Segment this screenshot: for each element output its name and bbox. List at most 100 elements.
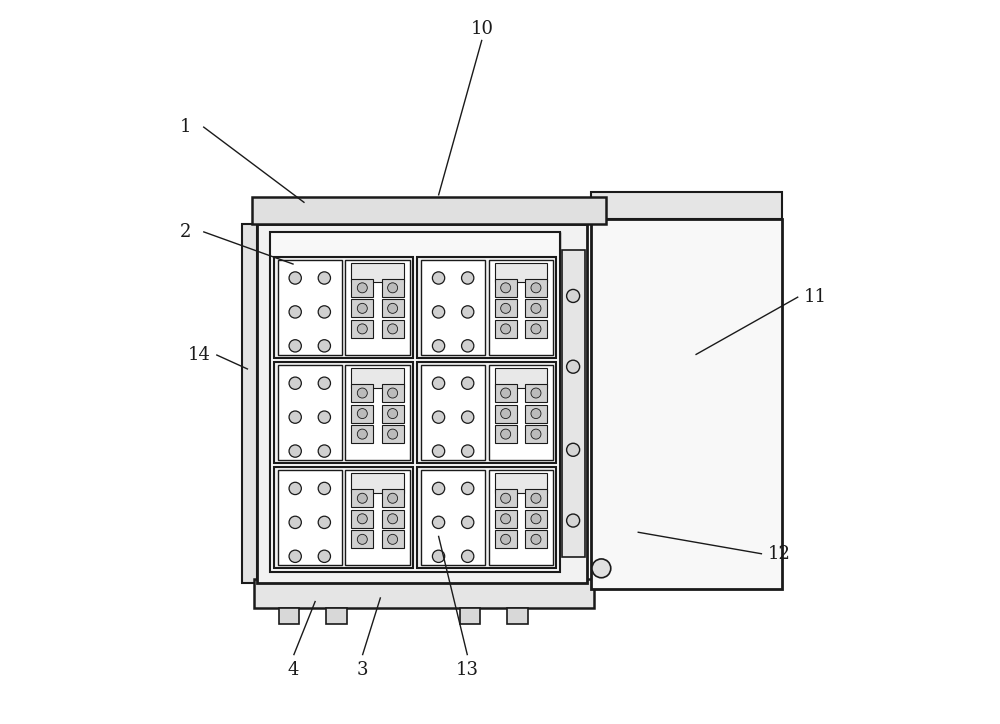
Circle shape — [501, 534, 511, 544]
Circle shape — [357, 408, 367, 418]
Bar — [417, 362, 556, 463]
Circle shape — [501, 324, 511, 334]
Bar — [257, 224, 587, 583]
Bar — [242, 224, 257, 583]
Circle shape — [318, 482, 330, 494]
Bar — [495, 531, 517, 548]
Circle shape — [531, 388, 541, 398]
Bar — [590, 219, 782, 589]
Circle shape — [531, 534, 541, 544]
Circle shape — [289, 377, 301, 390]
Bar — [495, 384, 517, 402]
Bar — [274, 257, 413, 358]
Bar — [525, 405, 547, 423]
Circle shape — [567, 290, 580, 303]
Bar — [525, 489, 547, 508]
Bar — [421, 260, 485, 355]
Bar — [562, 250, 585, 557]
Text: 13: 13 — [456, 661, 479, 678]
Circle shape — [531, 493, 541, 503]
Circle shape — [432, 516, 445, 529]
Bar — [525, 425, 547, 443]
Circle shape — [289, 482, 301, 494]
Bar — [274, 362, 413, 463]
Circle shape — [357, 303, 367, 313]
Circle shape — [432, 377, 445, 390]
Bar — [345, 471, 410, 565]
Circle shape — [462, 377, 474, 390]
Circle shape — [388, 388, 398, 398]
Bar — [278, 365, 342, 460]
Circle shape — [357, 493, 367, 503]
Bar — [351, 279, 373, 297]
Circle shape — [462, 445, 474, 458]
Bar — [507, 608, 528, 624]
Bar — [252, 197, 606, 224]
Circle shape — [432, 482, 445, 494]
Circle shape — [318, 550, 330, 563]
Bar — [382, 489, 404, 508]
Bar — [460, 608, 480, 624]
Bar — [525, 510, 547, 528]
Circle shape — [289, 411, 301, 424]
Circle shape — [432, 272, 445, 284]
Circle shape — [531, 514, 541, 523]
Circle shape — [357, 283, 367, 292]
Bar — [495, 489, 517, 508]
Circle shape — [357, 429, 367, 439]
Circle shape — [289, 516, 301, 529]
Circle shape — [501, 429, 511, 439]
Text: 3: 3 — [357, 661, 368, 678]
Bar — [382, 320, 404, 338]
Bar — [351, 510, 373, 528]
Circle shape — [462, 550, 474, 563]
Bar — [351, 531, 373, 548]
Bar — [345, 260, 410, 355]
Circle shape — [357, 388, 367, 398]
Circle shape — [289, 550, 301, 563]
Circle shape — [388, 534, 398, 544]
Circle shape — [501, 514, 511, 523]
Circle shape — [289, 340, 301, 352]
Bar — [345, 365, 410, 460]
Bar — [270, 232, 560, 253]
Circle shape — [462, 272, 474, 284]
Circle shape — [289, 306, 301, 318]
Bar — [351, 425, 373, 443]
Bar — [351, 320, 373, 338]
Circle shape — [318, 340, 330, 352]
Bar — [254, 579, 594, 608]
Bar — [495, 405, 517, 423]
Circle shape — [531, 429, 541, 439]
Circle shape — [567, 360, 580, 374]
Circle shape — [501, 408, 511, 418]
Bar — [351, 384, 373, 402]
Circle shape — [462, 340, 474, 352]
Bar — [417, 468, 556, 568]
Circle shape — [462, 306, 474, 318]
Circle shape — [462, 516, 474, 529]
Circle shape — [531, 324, 541, 334]
Text: 11: 11 — [803, 288, 826, 306]
Bar — [525, 531, 547, 548]
Circle shape — [432, 306, 445, 318]
Circle shape — [388, 429, 398, 439]
Bar — [278, 260, 342, 355]
Circle shape — [531, 283, 541, 292]
Bar — [421, 365, 485, 460]
Circle shape — [318, 377, 330, 390]
Circle shape — [388, 324, 398, 334]
Circle shape — [501, 303, 511, 313]
Circle shape — [501, 388, 511, 398]
Bar — [525, 300, 547, 317]
Circle shape — [567, 514, 580, 527]
Bar — [351, 368, 404, 387]
Bar — [326, 608, 347, 624]
Bar — [351, 263, 404, 282]
Circle shape — [462, 411, 474, 424]
Bar — [495, 473, 547, 493]
Text: 14: 14 — [188, 346, 211, 363]
Circle shape — [388, 303, 398, 313]
Circle shape — [289, 445, 301, 458]
Bar — [351, 405, 373, 423]
